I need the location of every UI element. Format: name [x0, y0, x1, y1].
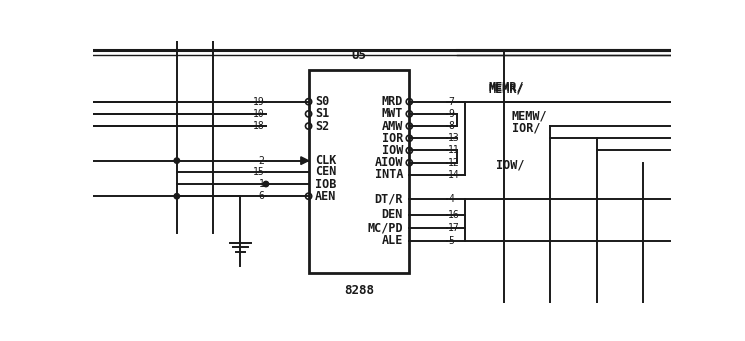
- Text: 6: 6: [259, 191, 264, 201]
- Text: ALE: ALE: [381, 234, 403, 248]
- Text: 14: 14: [448, 170, 460, 180]
- Text: 11: 11: [448, 146, 460, 155]
- Text: MEMW/: MEMW/: [512, 109, 548, 122]
- Text: 7: 7: [448, 97, 454, 107]
- Text: MEMR/: MEMR/: [489, 80, 524, 94]
- Text: 9: 9: [448, 109, 454, 119]
- Text: 13: 13: [448, 133, 460, 143]
- Text: 16: 16: [448, 209, 460, 220]
- Text: 2: 2: [259, 155, 264, 166]
- Text: CEN: CEN: [315, 165, 336, 178]
- Text: S0: S0: [315, 95, 329, 108]
- Text: CLK: CLK: [315, 154, 336, 167]
- Text: IOW: IOW: [381, 144, 403, 157]
- Text: U5: U5: [352, 49, 367, 62]
- Text: 18: 18: [253, 121, 264, 131]
- Text: S1: S1: [315, 107, 329, 120]
- Text: IOW/: IOW/: [496, 158, 524, 171]
- Text: MC/PD: MC/PD: [367, 221, 403, 234]
- Text: AIOW: AIOW: [375, 156, 403, 169]
- Text: IOB: IOB: [315, 178, 336, 191]
- Text: INTA: INTA: [375, 168, 403, 181]
- Text: S2: S2: [315, 120, 329, 133]
- Text: 10: 10: [253, 109, 264, 119]
- Text: 8288: 8288: [344, 284, 374, 297]
- Text: 17: 17: [448, 223, 460, 233]
- Text: MEMR/: MEMR/: [489, 83, 524, 95]
- Circle shape: [174, 194, 180, 199]
- Text: AMW: AMW: [381, 120, 403, 133]
- Text: MRD: MRD: [381, 95, 403, 108]
- Text: 15: 15: [253, 167, 264, 177]
- Text: 19: 19: [253, 97, 264, 107]
- Text: AEN: AEN: [315, 190, 336, 203]
- Text: IOR: IOR: [381, 132, 403, 145]
- Text: MWT: MWT: [381, 107, 403, 120]
- Bar: [308, 70, 409, 273]
- Text: 5: 5: [448, 236, 454, 246]
- Text: 4: 4: [448, 194, 454, 204]
- Text: 1: 1: [259, 179, 264, 189]
- Circle shape: [263, 181, 269, 187]
- Circle shape: [174, 158, 180, 163]
- Text: DEN: DEN: [381, 208, 403, 221]
- Polygon shape: [301, 157, 308, 164]
- Text: DT/R: DT/R: [375, 193, 403, 206]
- Text: IOR/: IOR/: [512, 121, 540, 134]
- Text: 8: 8: [448, 121, 454, 131]
- Text: 12: 12: [448, 158, 460, 168]
